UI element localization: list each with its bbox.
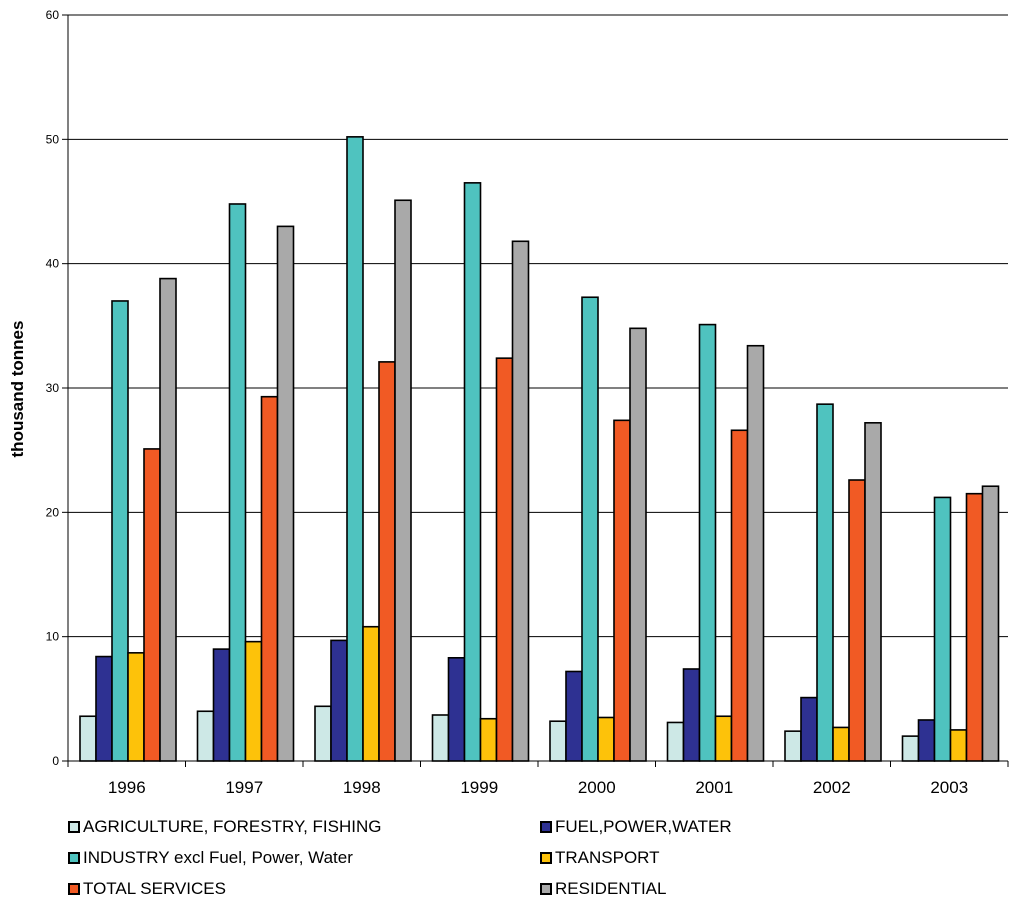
bar-1997-series-5: [276, 225, 295, 762]
bar-2000-series-3: [597, 716, 615, 762]
y-tick-label: 50: [46, 132, 60, 146]
legend-label: AGRICULTURE, FORESTRY, FISHING: [83, 817, 382, 836]
bar-2003-series-3: [949, 729, 968, 762]
bar-2001-series-5: [746, 344, 765, 762]
x-tick-label: 2003: [930, 778, 968, 797]
x-tick-label: 1998: [343, 778, 381, 797]
bar-1996-series-2: [111, 300, 129, 762]
legend-item: TOTAL SERVICES: [68, 879, 226, 899]
bar-1996-series-1: [95, 655, 113, 762]
legend-swatch: [68, 821, 80, 833]
legend-item: TRANSPORT: [540, 848, 660, 868]
y-tick-label: 0: [52, 754, 59, 768]
bar-1999-series-2: [463, 182, 482, 762]
legend-item: RESIDENTIAL: [540, 879, 666, 899]
bar-2001-series-1: [682, 668, 701, 762]
bar-1997-series-2: [228, 203, 247, 762]
bar-2002-series-0: [784, 730, 802, 762]
legend-label: FUEL,POWER,WATER: [555, 817, 732, 836]
bar-2002-series-2: [816, 403, 834, 762]
x-tick-label: 1996: [108, 778, 146, 797]
bar-1998-series-5: [394, 199, 412, 762]
bar-2000-series-5: [629, 327, 647, 762]
bar-1999-series-4: [495, 357, 514, 762]
y-tick-label: 60: [46, 8, 60, 22]
bar-1996-series-4: [143, 448, 161, 762]
y-tick-label: 20: [46, 505, 60, 519]
bar-2003-series-2: [933, 496, 952, 762]
bar-2002-series-1: [800, 696, 818, 762]
legend-swatch: [540, 883, 552, 895]
bar-1999-series-1: [447, 657, 466, 762]
bar-1999-series-5: [511, 240, 530, 762]
bar-1999-series-3: [479, 717, 498, 762]
y-tick-label: 10: [46, 630, 60, 644]
bar-2003-series-1: [917, 719, 936, 762]
x-tick-label: 1997: [225, 778, 263, 797]
x-tick-label: 2000: [578, 778, 616, 797]
bar-2003-series-4: [965, 492, 984, 762]
bar-2002-series-4: [848, 479, 866, 762]
bar-1998-series-4: [378, 361, 396, 762]
bar-1997-series-0: [196, 710, 215, 762]
legend-swatch: [540, 852, 552, 864]
bar-2000-series-4: [613, 419, 631, 762]
bar-1997-series-4: [260, 395, 279, 762]
bar-1998-series-3: [362, 625, 380, 762]
bar-2000-series-1: [565, 670, 583, 762]
bar-2000-series-0: [549, 720, 567, 762]
bar-2001-series-3: [714, 715, 733, 762]
bar-1999-series-0: [431, 714, 450, 762]
x-tick-label: 2002: [813, 778, 851, 797]
bar-2000-series-2: [581, 296, 599, 762]
bar-1998-series-1: [330, 639, 348, 762]
bar-2002-series-5: [864, 422, 882, 762]
bar-1996-series-5: [159, 277, 177, 762]
bar-2001-series-4: [730, 429, 749, 762]
legend-item: INDUSTRY excl Fuel, Power, Water: [68, 848, 353, 868]
bar-2002-series-3: [832, 726, 850, 762]
legend-swatch: [68, 883, 80, 895]
x-tick-label: 1999: [460, 778, 498, 797]
legend-label: TOTAL SERVICES: [83, 879, 226, 898]
bar-1998-series-2: [346, 136, 364, 762]
bar-2003-series-5: [981, 485, 1000, 762]
legend-label: TRANSPORT: [555, 848, 660, 867]
bar-2001-series-0: [666, 721, 685, 762]
bar-2003-series-0: [901, 735, 920, 762]
bar-1996-series-0: [79, 715, 97, 762]
legend-label: INDUSTRY excl Fuel, Power, Water: [83, 848, 353, 867]
y-tick-label: 30: [46, 381, 60, 395]
legend-swatch: [68, 852, 80, 864]
x-tick-label: 2001: [695, 778, 733, 797]
bar-1996-series-3: [127, 652, 145, 762]
legend-label: RESIDENTIAL: [555, 879, 667, 898]
bar-1997-series-3: [244, 640, 263, 762]
bar-1997-series-1: [212, 648, 231, 762]
legend-item: FUEL,POWER,WATER: [540, 817, 732, 837]
y-tick-label: 40: [46, 257, 60, 271]
y-axis-label: thousand tonnes: [8, 320, 27, 458]
bar-1998-series-0: [314, 705, 332, 762]
legend-item: AGRICULTURE, FORESTRY, FISHING: [68, 817, 382, 837]
bar-2001-series-2: [698, 323, 717, 762]
legend-swatch: [540, 821, 552, 833]
